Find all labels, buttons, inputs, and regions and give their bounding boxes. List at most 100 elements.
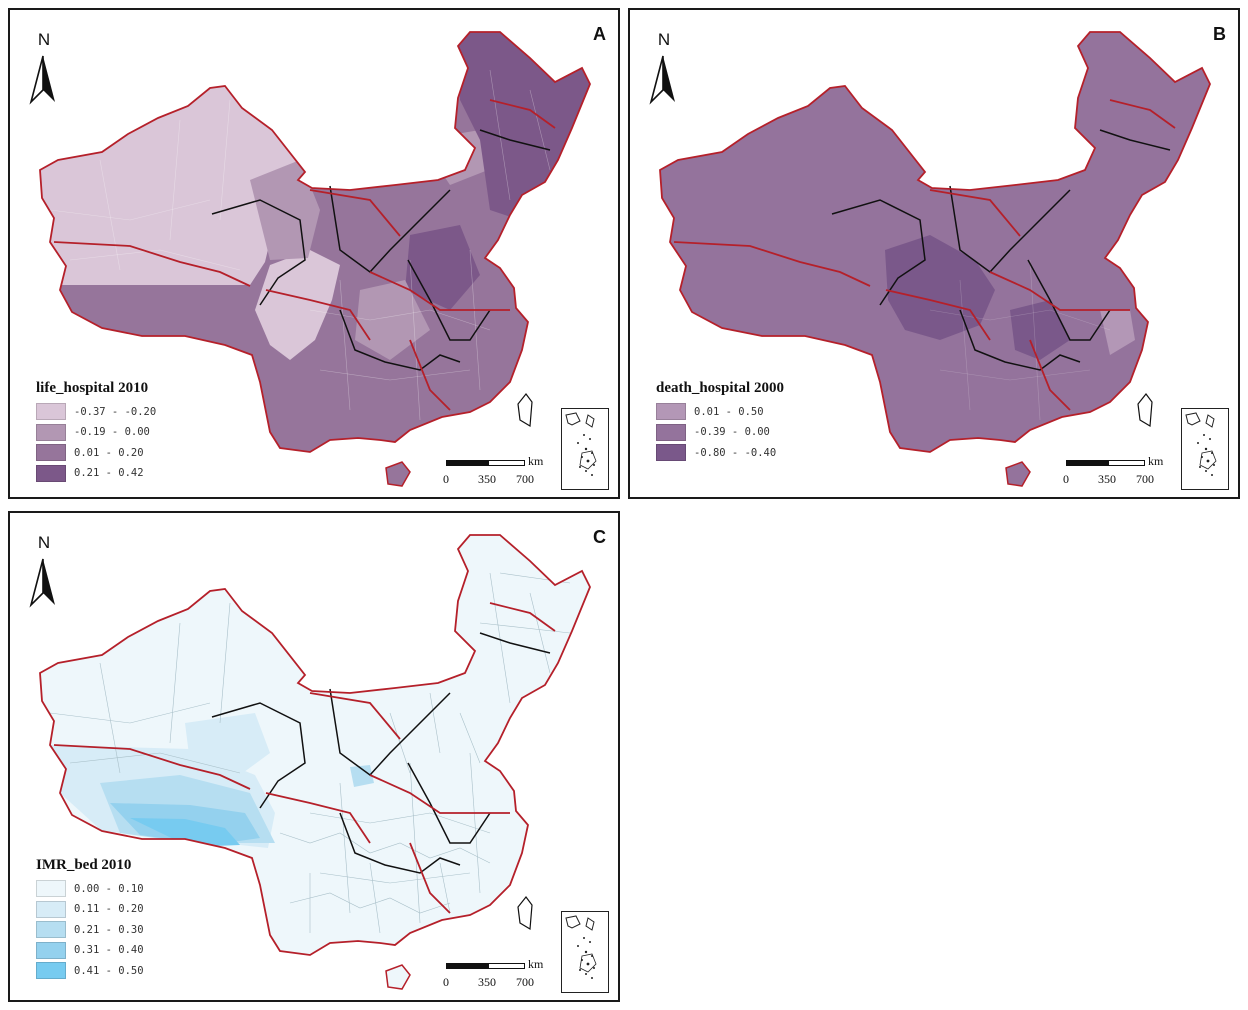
south-china-sea-inset: [1181, 408, 1229, 490]
legend-label: -0.39 - 0.00: [694, 426, 770, 438]
scale-bar-black: [1066, 460, 1108, 466]
north-arrow-icon: [29, 558, 55, 608]
legend-item: -0.37 - -0.20: [36, 403, 156, 420]
legend-item: 0.01 - 0.20: [36, 444, 156, 461]
scale-unit: km: [528, 454, 544, 468]
scale-tick: 700: [1136, 472, 1154, 486]
region-borders: [831, 129, 1171, 371]
legend-item: 0.00 - 0.10: [36, 880, 144, 897]
legend-swatch: [656, 444, 686, 461]
county-lines: [49, 572, 571, 934]
legend-item: -0.39 - 0.00: [656, 423, 784, 441]
legend-item: -0.80 - -0.40: [656, 444, 784, 461]
legend-swatch: [36, 403, 66, 420]
province-borders: [659, 31, 1211, 453]
north-arrow-icon: [29, 55, 55, 105]
legend-label: 0.41 - 0.50: [74, 964, 144, 977]
legend-swatch: [36, 444, 66, 461]
legend-label: 0.21 - 0.42: [74, 467, 144, 479]
south-china-sea-inset: [561, 911, 609, 993]
scale-bar-black: [446, 963, 488, 969]
legend-swatch: [36, 962, 66, 979]
legend: death_hospital 2000 0.01 - 0.50 -0.39 - …: [656, 380, 784, 465]
province-borders: [39, 534, 591, 956]
scale-bar: km 0 350 700: [443, 454, 556, 488]
choropleth-map: [39, 534, 591, 990]
legend-title: death_hospital 2000: [656, 380, 784, 396]
legend-label: -0.37 - -0.20: [74, 405, 157, 418]
region-class-neg0.37: [40, 32, 310, 285]
region-class-0.11-b: [185, 713, 270, 775]
region-class-0.01: [1100, 310, 1135, 355]
legend-label: 0.00 - 0.10: [74, 882, 144, 895]
legend-swatch: [36, 880, 66, 897]
scale-bar-white: [488, 460, 525, 466]
legend-item: 0.11 - 0.20: [36, 900, 144, 918]
north-letter: N: [657, 30, 671, 49]
panel-c: N C: [8, 511, 620, 1002]
panel-b: N B: [628, 8, 1240, 499]
legend-label: 0.11 - 0.20: [74, 903, 144, 915]
legend-swatch: [656, 423, 686, 441]
legend-item: 0.41 - 0.50: [36, 962, 144, 979]
legend-item: 0.31 - 0.40: [36, 941, 144, 959]
scale-tick: 700: [516, 975, 534, 989]
region-borders: [211, 632, 551, 874]
scale-bar-white: [1108, 460, 1145, 466]
scale-tick: 0: [1063, 472, 1069, 486]
legend-item: 0.01 - 0.50: [656, 403, 784, 420]
county-lines: [929, 259, 1111, 421]
scale-bar-black: [446, 460, 488, 466]
scale-tick: 700: [516, 472, 534, 486]
legend-title: life_hospital 2010: [36, 380, 149, 396]
province-borders: [39, 31, 591, 453]
legend-swatch: [36, 900, 66, 918]
panel-letter: C: [593, 527, 606, 547]
north-letter: N: [37, 30, 51, 49]
legend-swatch: [36, 921, 66, 938]
legend-label: 0.01 - 0.50: [694, 405, 764, 418]
legend-label: 0.01 - 0.20: [74, 446, 144, 459]
region-borders: [211, 129, 551, 371]
region-class-neg0.80-b: [1010, 300, 1070, 360]
legend: IMR_bed 2010 0.00 - 0.10 0.11 - 0.20 0.2…: [36, 857, 144, 983]
choropleth-map: [659, 31, 1211, 487]
panel-letter: B: [1213, 24, 1226, 44]
region-class-neg0.80: [885, 235, 995, 340]
scale-tick: 350: [478, 472, 496, 486]
region-class-neg0.37-b: [255, 250, 340, 360]
scale-bar: km 0 350 700: [443, 957, 556, 991]
scale-tick: 0: [443, 975, 449, 989]
region-class-neg0.19-c: [355, 280, 430, 360]
scale-bar-white: [488, 963, 525, 969]
region-class-0.21-b: [350, 765, 374, 787]
north-arrow: N: [24, 30, 64, 110]
county-lines: [49, 69, 551, 421]
legend-title: IMR_bed 2010: [36, 857, 132, 873]
scale-unit: km: [1148, 454, 1164, 468]
legend-item: 0.21 - 0.42: [36, 464, 156, 482]
legend-swatch: [36, 464, 66, 482]
legend-label: 0.21 - 0.30: [74, 923, 144, 936]
north-arrow-icon: [649, 55, 675, 105]
legend-label: -0.80 - -0.40: [694, 446, 777, 459]
scale-tick: 350: [478, 975, 496, 989]
legend-swatch: [656, 403, 686, 420]
choropleth-map: [39, 31, 591, 487]
legend-label: -0.19 - 0.00: [74, 426, 150, 438]
scale-bar: km 0 350 700: [1063, 454, 1176, 488]
scale-tick: 350: [1098, 472, 1116, 486]
south-china-sea-inset: [561, 408, 609, 490]
north-arrow: N: [24, 533, 64, 613]
panel-a: N A: [8, 8, 620, 499]
legend-swatch: [36, 941, 66, 959]
legend-item: 0.21 - 0.30: [36, 921, 144, 938]
legend: life_hospital 2010 -0.37 - -0.20 -0.19 -…: [36, 380, 156, 485]
legend-item: -0.19 - 0.00: [36, 423, 156, 441]
panel-letter: A: [593, 24, 606, 44]
region-class-0.41: [130, 818, 240, 847]
scale-tick: 0: [443, 472, 449, 486]
north-letter: N: [37, 533, 51, 552]
scale-unit: km: [528, 957, 544, 971]
legend-label: 0.31 - 0.40: [74, 944, 144, 956]
